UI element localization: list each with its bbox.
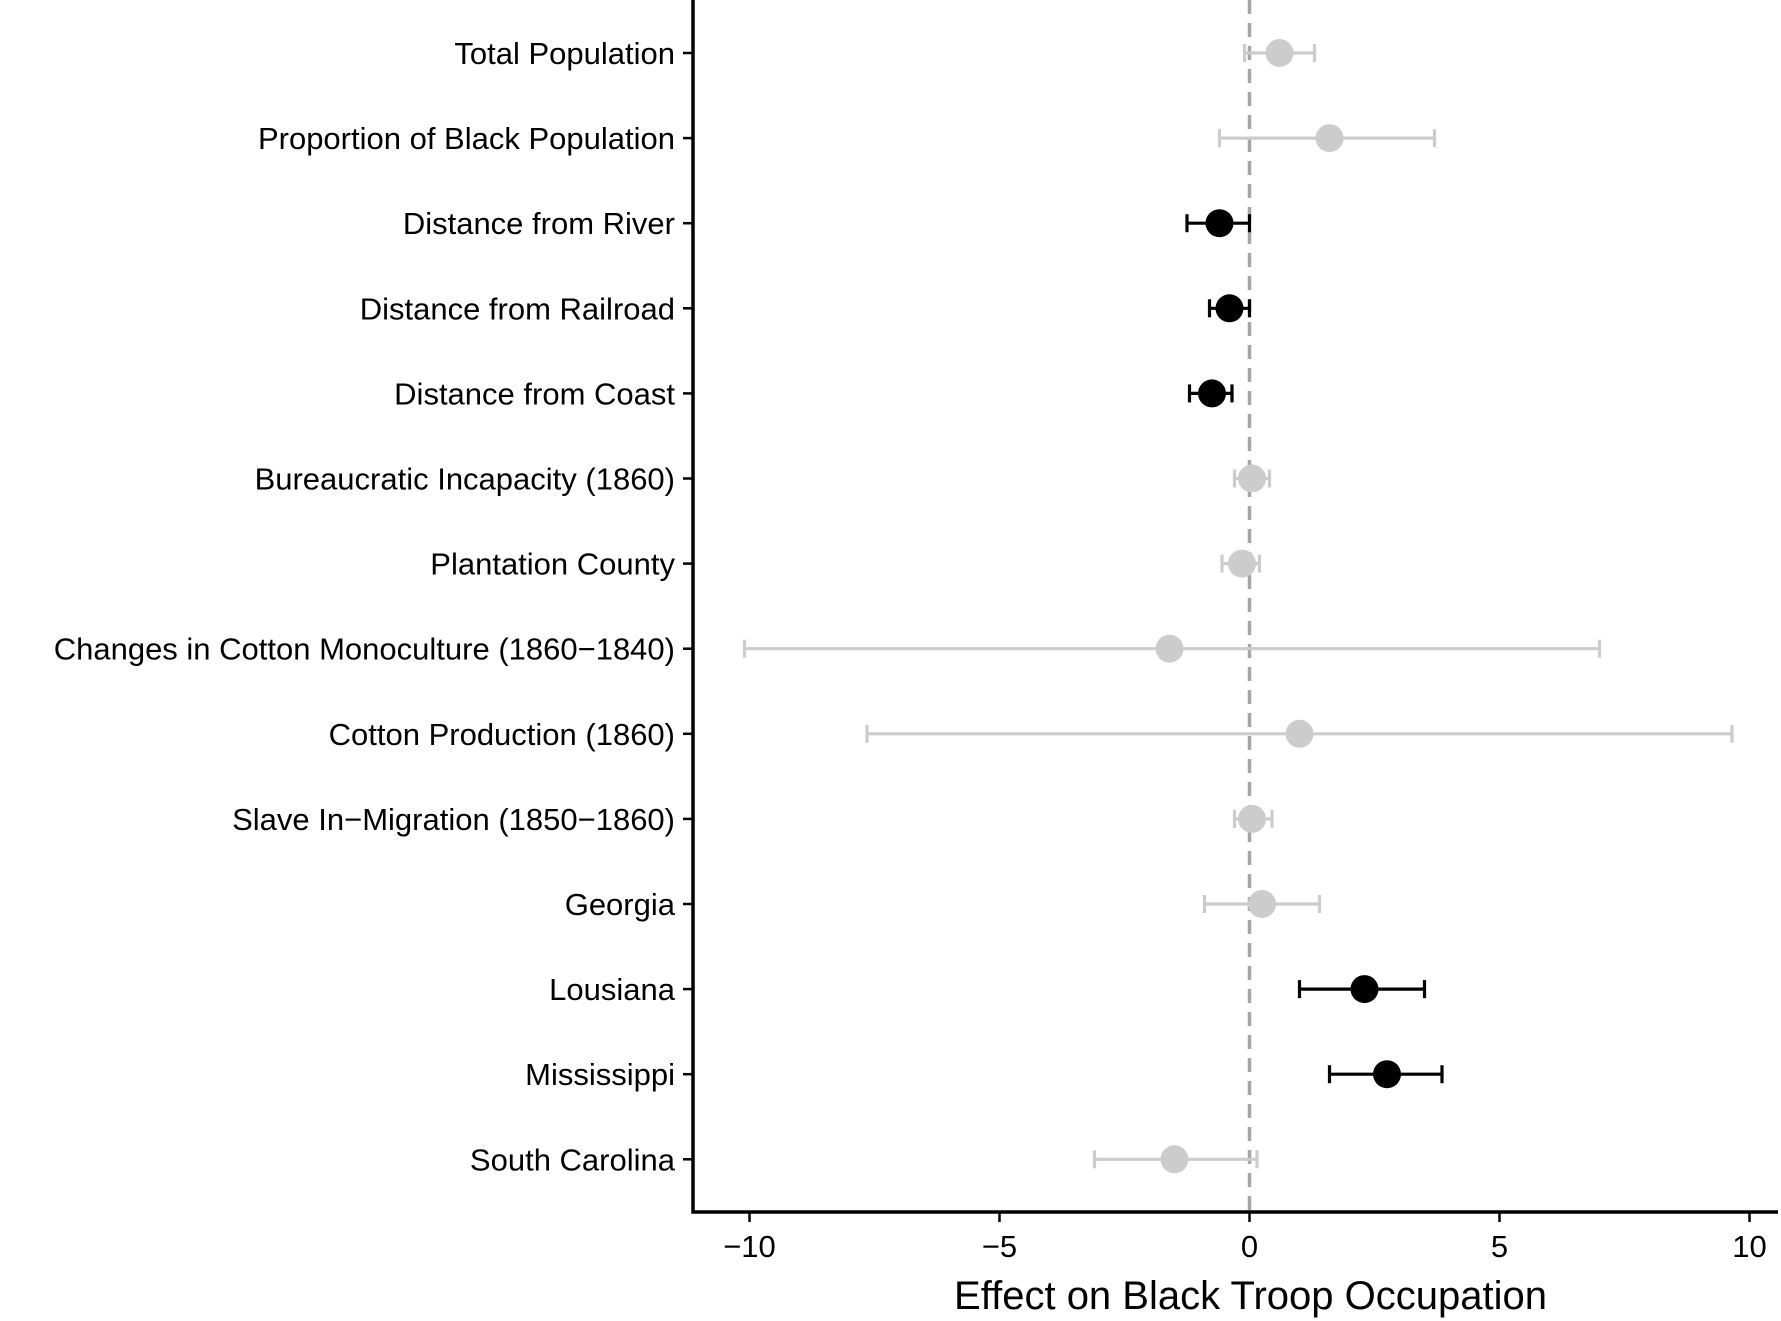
- x-tick-label: 5: [1491, 1229, 1508, 1264]
- coefficient-point-group: [1220, 549, 1262, 578]
- point-estimate: [1198, 379, 1226, 408]
- coefficient-point-group: [1207, 294, 1252, 323]
- x-axis-title: Effect on Black Troop Occupation: [954, 1274, 1547, 1318]
- y-category-label: Total Population: [454, 36, 675, 71]
- coefficient-point-group: [1297, 975, 1427, 1004]
- coefficient-point-group: [1185, 209, 1252, 238]
- y-category-label: Slave In−Migration (1850−1860): [232, 802, 675, 837]
- y-category-label: Distance from River: [403, 206, 675, 241]
- y-category-label: Cotton Production (1860): [329, 717, 675, 752]
- y-category-label: Changes in Cotton Monoculture (1860−1840…: [54, 632, 675, 667]
- coefficient-point-group: [1092, 1145, 1259, 1174]
- x-tick-label: 10: [1732, 1229, 1766, 1264]
- point-estimate: [1350, 975, 1379, 1004]
- coefficient-point-group: [1232, 804, 1274, 833]
- point-estimate: [1315, 124, 1344, 153]
- point-estimate: [1160, 1145, 1189, 1174]
- y-category-label: Distance from Railroad: [360, 291, 675, 326]
- point-estimate: [1373, 1060, 1401, 1089]
- coefficient-point-group: [865, 719, 1734, 748]
- coefficient-point-group: [1202, 890, 1322, 918]
- y-category-label: Proportion of Black Population: [258, 121, 675, 156]
- point-estimate: [1248, 890, 1276, 918]
- y-category-label: Mississippi: [525, 1057, 675, 1092]
- y-category-label: South Carolina: [470, 1142, 676, 1177]
- point-estimate: [1205, 209, 1234, 238]
- point-estimate: [1238, 804, 1266, 833]
- point-estimate: [1155, 634, 1184, 663]
- y-category-label: Lousiana: [549, 972, 676, 1007]
- point-estimate: [1265, 39, 1294, 67]
- y-category-label: Bureaucratic Incapacity (1860): [255, 462, 675, 497]
- point-estimate: [1215, 294, 1244, 323]
- x-tick-label: −5: [982, 1229, 1017, 1264]
- x-tick-label: −10: [723, 1229, 776, 1264]
- coefficient-point-group: [1232, 464, 1272, 493]
- point-estimate: [1285, 719, 1314, 748]
- coefficient-point-group: [1327, 1060, 1444, 1089]
- coefficient-point-group: [1242, 39, 1317, 67]
- coefficient-point-group: [1217, 124, 1437, 153]
- y-category-label: Plantation County: [430, 547, 675, 582]
- point-estimate: [1228, 549, 1256, 578]
- point-estimate: [1238, 464, 1266, 493]
- x-tick-label: 0: [1241, 1229, 1258, 1264]
- y-category-label: Georgia: [565, 887, 676, 922]
- y-category-label: Distance from Coast: [394, 376, 675, 411]
- coefficient-point-group: [742, 634, 1602, 663]
- coefficient-point-group: [1187, 379, 1234, 408]
